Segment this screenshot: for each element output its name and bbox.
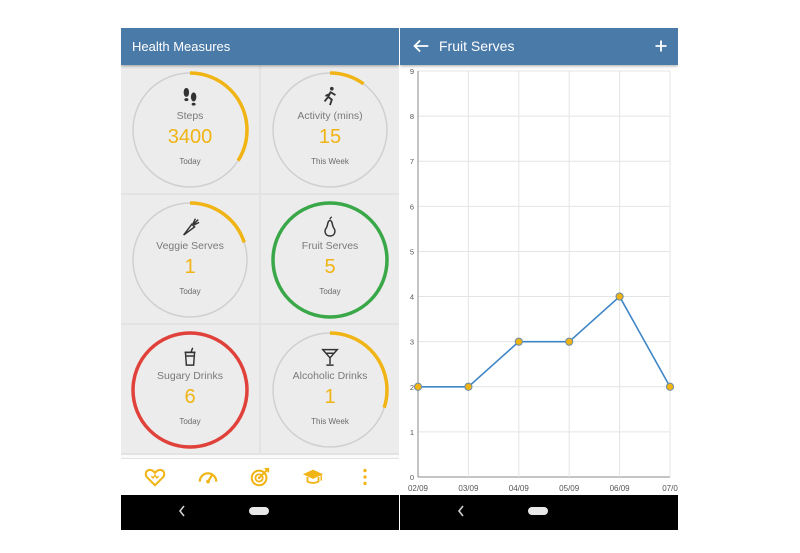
y-tick-label: 5 xyxy=(410,247,414,256)
y-tick-label: 8 xyxy=(410,112,414,121)
progress-ring xyxy=(271,331,389,449)
y-tick-label: 6 xyxy=(410,202,414,211)
tile-period: Today xyxy=(179,157,201,166)
tile-activity[interactable]: Activity (mins) 15 This Week xyxy=(261,65,399,193)
target-icon[interactable] xyxy=(249,466,271,488)
measures-grid: Steps 3400 Today Activity (mins) 15 This Week… xyxy=(121,65,399,455)
cocktail-glass-icon xyxy=(321,348,339,366)
bottom-navigation xyxy=(121,458,399,496)
tile-value: 6 xyxy=(184,386,196,408)
tile-fruit-serves[interactable]: Fruit Serves 5 Today xyxy=(261,195,399,323)
more-vert-icon[interactable] xyxy=(354,466,376,488)
system-home-button[interactable] xyxy=(528,507,548,515)
system-back-icon[interactable] xyxy=(177,504,187,518)
series-line xyxy=(418,295,671,388)
app-bar: Health Measures xyxy=(121,28,399,65)
x-tick-label: 04/09 xyxy=(509,484,530,493)
data-point xyxy=(413,382,423,391)
progress-ring xyxy=(131,331,249,449)
data-point xyxy=(565,337,574,346)
tile-steps[interactable]: Steps 3400 Today xyxy=(121,65,259,193)
tile-label: Veggie Serves xyxy=(156,240,224,252)
y-tick-label: 1 xyxy=(410,428,414,437)
y-tick-label: 7 xyxy=(410,157,414,166)
carrot-icon xyxy=(183,218,200,236)
progress-ring xyxy=(131,71,249,189)
system-navigation-bar xyxy=(400,495,678,530)
data-point xyxy=(615,292,624,301)
x-tick-label: 07/0 xyxy=(662,484,678,493)
pear-icon xyxy=(324,216,336,237)
progress-ring xyxy=(271,201,389,319)
running-person-icon xyxy=(323,86,336,106)
tile-label: Sugary Drinks xyxy=(157,370,223,382)
system-home-button[interactable] xyxy=(249,507,269,515)
tile-value: 1 xyxy=(184,256,196,278)
page-title: Health Measures xyxy=(132,39,231,54)
page-title: Fruit Serves xyxy=(439,38,515,54)
progress-ring xyxy=(271,71,389,189)
data-point xyxy=(665,382,675,391)
tile-sugary-drinks[interactable]: Sugary Drinks 6 Today xyxy=(121,325,259,453)
x-tick-label: 03/09 xyxy=(458,484,479,493)
tile-period: This Week xyxy=(311,417,349,426)
fruit-serves-line-chart: 0 1 2 3 4 5 6 7 8 9 02/09 03/09 04/09 05/09 06/09 07/0 xyxy=(408,67,678,493)
y-tick-label: 9 xyxy=(410,67,414,76)
progress-ring xyxy=(131,201,249,319)
tile-value: 15 xyxy=(318,126,342,148)
cup-icon xyxy=(184,347,196,366)
tile-period: Today xyxy=(179,287,201,296)
tile-value: 1 xyxy=(324,386,336,408)
tile-period: Today xyxy=(179,417,201,426)
data-point xyxy=(464,382,473,391)
y-tick-label: 3 xyxy=(410,338,414,347)
gauge-icon[interactable] xyxy=(197,466,219,488)
system-back-icon[interactable] xyxy=(456,504,466,518)
tile-value: 3400 xyxy=(167,126,213,148)
app-bar: Fruit Serves xyxy=(400,28,678,65)
tile-alcoholic-drinks[interactable]: Alcoholic Drinks 1 This Week xyxy=(261,325,399,453)
heart-icon[interactable] xyxy=(144,466,166,488)
tile-value: 5 xyxy=(324,256,336,278)
tile-label: Steps xyxy=(176,110,204,122)
x-tick-label: 02/09 xyxy=(408,484,429,493)
tile-label: Fruit Serves xyxy=(301,240,359,252)
fruit-serves-screen: Fruit Serves 0 1 2 3 4 5 6 7 8 9 02/09 03/09 04/09 05… xyxy=(400,28,678,530)
tile-period: This Week xyxy=(311,157,349,166)
footsteps-icon xyxy=(183,87,197,106)
back-arrow-icon[interactable] xyxy=(410,35,432,57)
y-tick-label: 2 xyxy=(410,383,414,392)
data-point xyxy=(514,337,523,346)
y-tick-label: 0 xyxy=(410,473,414,482)
tile-label: Activity (mins) xyxy=(297,110,363,122)
add-icon[interactable] xyxy=(650,35,672,57)
tile-label: Alcoholic Drinks xyxy=(292,370,368,382)
tile-period: Today xyxy=(319,287,341,296)
y-tick-label: 4 xyxy=(410,293,414,302)
tile-veggie-serves[interactable]: Veggie Serves 1 Today xyxy=(121,195,259,323)
x-tick-label: 06/09 xyxy=(610,484,631,493)
graduation-cap-icon[interactable] xyxy=(302,466,324,488)
health-measures-screen: Health Measures Steps 3400 Today Activity (… xyxy=(121,28,399,530)
x-tick-label: 05/09 xyxy=(559,484,580,493)
system-navigation-bar xyxy=(121,495,399,530)
